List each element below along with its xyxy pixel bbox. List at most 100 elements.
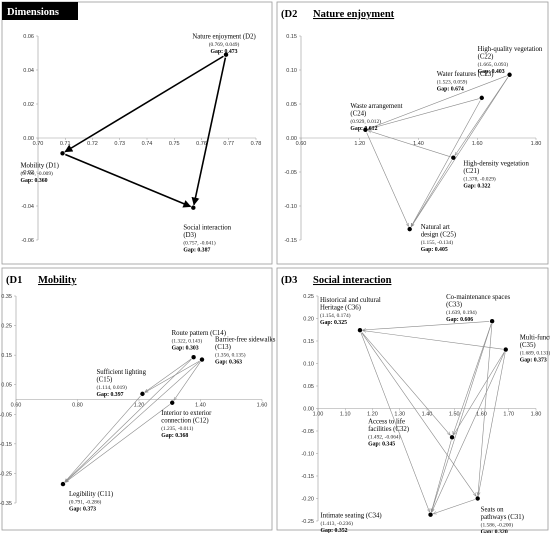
x-tick-label: 0.77	[223, 141, 234, 147]
relation-arrow	[478, 352, 506, 495]
point-label: (C35)	[520, 342, 536, 349]
x-tick-label: 0.78	[251, 141, 262, 147]
panel-frame	[276, 267, 549, 531]
panel-frame	[1, 267, 273, 531]
panel-title-code: (D3	[281, 275, 297, 286]
y-tick-label: -0.06	[21, 238, 34, 244]
point-label: Historical and cultural	[320, 297, 381, 304]
x-tick-label: 0.80	[72, 403, 83, 409]
relation-arrow	[65, 395, 141, 482]
panel-title-bg	[2, 2, 78, 20]
point-coords: (1.639, 0.194)	[446, 309, 477, 316]
point-coords: (1.413, -0.236)	[321, 520, 354, 527]
panel-2: (D2 Nature enjoyment 0.60 1.20 1.40 1.60 1.80 0…	[276, 1, 549, 265]
x-tick-label: 1.20	[354, 141, 365, 147]
point-label: Legibility (C11)	[69, 491, 113, 498]
y-tick-label: 0.15	[1, 353, 12, 359]
point-coords: (0.769, 0.049)	[209, 41, 240, 48]
data-point	[407, 226, 412, 232]
y-tick-label: 0.15	[303, 339, 314, 345]
panel-3: (D1 Mobility 0.60 0.80 1.20 1.40 1.60 0.35 0.25 0…	[0, 267, 276, 531]
x-tick-label: 0.72	[87, 141, 98, 147]
relation-arrow	[453, 323, 492, 434]
y-tick-label: 0.10	[286, 68, 297, 74]
point-coords: (0.929, 0.012)	[350, 118, 381, 125]
data-point	[140, 391, 145, 397]
y-tick-label: -0.35	[0, 501, 12, 507]
x-tick-label: 0.71	[60, 141, 71, 147]
y-tick-label: 0.20	[303, 317, 314, 323]
x-tick-label: 0.76	[196, 141, 207, 147]
y-tick-label: -0.15	[284, 238, 297, 244]
relation-arrow	[363, 321, 490, 330]
point-label: Social interaction	[183, 225, 231, 232]
data-point	[489, 319, 495, 324]
point-gap: Gap: 0.405	[421, 247, 448, 253]
relation-arrow	[431, 440, 452, 512]
relation-arrow	[145, 358, 192, 392]
point-label: Waste arrangement	[350, 103, 402, 110]
y-tick-label: -0.10	[284, 204, 297, 210]
data-point	[60, 151, 65, 156]
point-label: (C21)	[463, 168, 479, 175]
relation-arrow	[145, 360, 200, 392]
point-coords: (1.356, 0.135)	[215, 352, 246, 359]
point-coords: (1.523, 0.059)	[437, 78, 468, 85]
x-tick-label: 1.20	[134, 403, 145, 409]
point-gap: Gap: 0.345	[368, 441, 395, 447]
y-tick-label: 0.25	[303, 294, 314, 300]
point-label: (D3)	[183, 232, 196, 239]
point-coords: (1.665, 0.093)	[478, 61, 509, 68]
y-tick-label: -0.20	[301, 497, 314, 503]
data-point	[191, 205, 196, 210]
point-coords: (1.492, -0.064)	[368, 433, 401, 440]
point-label: High-quality vegetation	[478, 46, 543, 53]
point-gap: Gap: 0.612	[350, 126, 377, 132]
data-point	[363, 127, 368, 133]
x-tick-label: 1.20	[367, 412, 378, 418]
point-gap: Gap: 0.360	[21, 178, 48, 184]
relation-arrow	[432, 352, 505, 512]
relation-arrow	[360, 332, 429, 512]
data-point	[503, 347, 508, 352]
y-tick-label: 0.35	[1, 294, 12, 300]
data-point	[449, 435, 455, 440]
y-tick-label: 0.15	[286, 34, 297, 40]
x-tick-label: 0.75	[169, 141, 180, 147]
relation-arrow	[363, 331, 503, 350]
point-coords: (0.709, -0.009)	[21, 170, 54, 177]
point-label: facilities (C32)	[368, 426, 409, 433]
point-label: Intimate seating (C34)	[321, 513, 382, 520]
data-point	[199, 357, 205, 362]
x-tick-label: 0.60	[11, 403, 22, 409]
data-point	[170, 400, 175, 405]
relation-arrow	[361, 332, 476, 496]
y-tick-label: -0.02	[21, 170, 34, 176]
point-gap: Gap: 0.373	[69, 507, 96, 513]
relation-arrow	[454, 351, 505, 435]
point-gap: Gap: 0.322	[463, 184, 490, 190]
y-tick-label: -0.05	[284, 170, 297, 176]
y-tick-label: 0.05	[303, 384, 314, 390]
relation-arrow	[368, 131, 451, 158]
point-label: (C22)	[478, 53, 494, 60]
x-tick-label: 1.70	[503, 412, 514, 418]
point-label: Natural art	[421, 224, 450, 231]
point-gap: Gap: 0.352	[321, 528, 348, 533]
y-tick-label: -0.10	[301, 452, 314, 458]
x-tick-label: 1.60	[476, 412, 487, 418]
relation-arrow	[64, 153, 192, 208]
panel-title: Nature enjoyment	[313, 9, 395, 20]
data-point	[357, 328, 363, 333]
y-tick-label: -0.04	[21, 204, 34, 210]
panel-1: Dimensions 0.70 0.71 0.72 0.73 0.74 0.75 0.76 0.…	[1, 1, 273, 265]
point-gap: Gap: 0.606	[446, 317, 473, 323]
point-gap: Gap: 0.387	[183, 248, 210, 254]
data-point	[479, 95, 484, 101]
point-gap: Gap: 0.320	[481, 530, 508, 533]
y-tick-label: 0.05	[1, 383, 12, 389]
x-tick-label: 1.30	[394, 412, 405, 418]
y-tick-label: -0.25	[0, 471, 12, 477]
x-tick-label: 1.40	[422, 412, 433, 418]
